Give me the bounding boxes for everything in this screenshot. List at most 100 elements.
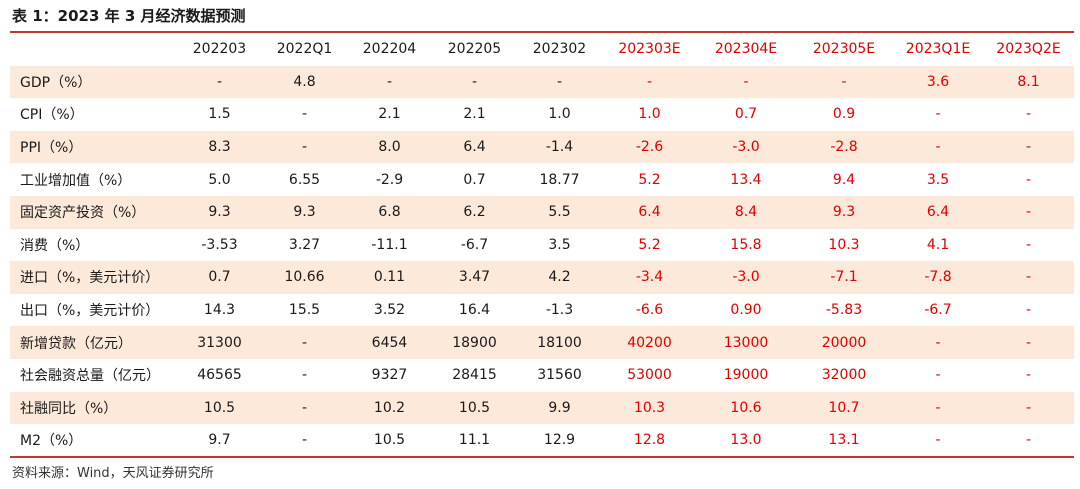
table-row: M2（%） 9.7 - 10.5 11.1 12.9 12.8 13.0 13.1 - -: [10, 424, 1074, 457]
row-label: CPI（%）: [20, 107, 84, 124]
bottom-rule: [10, 456, 1074, 458]
header-cell-forecast: 202303E: [618, 41, 681, 58]
value-cell: 10.5: [432, 391, 517, 425]
value-cell: 6.55: [288, 171, 321, 188]
value-cell: 9.3: [262, 195, 347, 229]
value-cell: 5.0: [208, 171, 231, 188]
value-cell: 3.47: [432, 261, 517, 294]
value-cell: -1.4: [517, 130, 602, 164]
forecast-cell: -6.6: [635, 302, 664, 319]
forecast-cell: 19000: [723, 367, 769, 384]
forecast-cell: -: [983, 195, 1074, 229]
forecast-cell: 0.7: [734, 106, 758, 123]
forecast-cell: 0.9: [832, 106, 856, 123]
value-cell: -: [301, 432, 308, 449]
forecast-cell: 3.6: [893, 65, 983, 99]
forecast-cell: -7.8: [893, 261, 983, 294]
value-cell: -: [432, 65, 517, 99]
forecast-cell: 8.4: [697, 195, 795, 229]
forecast-cell: -2.6: [602, 130, 697, 164]
forecast-cell: -: [983, 326, 1074, 359]
table-row: CPI（%） 1.5 - 2.1 2.1 1.0 1.0 0.7 0.9 - -: [10, 98, 1074, 131]
forecast-cell: 13.1: [828, 432, 860, 449]
value-cell: 3.5: [548, 236, 571, 253]
forecast-cell: -: [697, 65, 795, 99]
forecast-cell: -2.8: [795, 130, 893, 164]
forecast-cell: 12.8: [633, 432, 666, 449]
forecast-cell: 32000: [821, 367, 867, 384]
row-label: 社融同比（%）: [10, 391, 177, 425]
forecast-cell: -: [983, 391, 1074, 425]
value-cell: 14.3: [203, 302, 236, 319]
value-cell: 1.5: [208, 106, 231, 123]
value-cell: -3.53: [201, 236, 238, 253]
forecast-cell: -: [893, 130, 983, 164]
row-label: PPI（%）: [10, 130, 177, 164]
forecast-cell: 10.6: [697, 391, 795, 425]
economic-data-table: 202203 2022Q1 202204 202205 202302 20230…: [10, 33, 1074, 457]
forecast-cell: -: [1025, 432, 1032, 449]
value-cell: 10.5: [177, 391, 262, 425]
forecast-cell: -: [935, 106, 941, 123]
value-cell: 9.7: [208, 432, 231, 449]
value-cell: 18.77: [539, 171, 580, 188]
value-cell: -: [262, 130, 347, 164]
value-cell: 31300: [177, 326, 262, 359]
forecast-cell: -3.0: [697, 130, 795, 164]
forecast-cell: 8.1: [983, 65, 1074, 99]
row-label: 社会融资总量（亿元）: [20, 368, 160, 385]
row-label: 固定资产投资（%）: [10, 195, 177, 229]
forecast-cell: 10.7: [795, 391, 893, 425]
value-cell: 0.7: [177, 261, 262, 294]
forecast-cell: -: [1025, 171, 1032, 188]
forecast-cell: -: [935, 432, 941, 449]
table-row: 固定资产投资（%） 9.3 9.3 6.8 6.2 5.5 6.4 8.4 9.3 6.4-: [10, 195, 1074, 229]
value-cell: -1.3: [545, 302, 574, 319]
forecast-cell: -: [935, 367, 941, 384]
forecast-cell: 9.4: [832, 171, 856, 188]
value-cell: 6.8: [347, 195, 432, 229]
value-cell: 15.5: [288, 302, 321, 319]
value-cell: 8.0: [347, 130, 432, 164]
table-row: 社融同比（%） 10.5-10.2 10.5 9.9 10.3 10.6 10.7- -: [10, 391, 1074, 425]
value-cell: 5.5: [517, 195, 602, 229]
table-row: 进口（%，美元计价） 0.7 10.66 0.11 3.47 4.2 -3.4 -3.0 -7.…: [10, 261, 1074, 294]
value-cell: 8.3: [177, 130, 262, 164]
forecast-cell: -7.1: [795, 261, 893, 294]
forecast-cell: -: [795, 65, 893, 99]
forecast-cell: -3.0: [697, 261, 795, 294]
forecast-cell: 4.1: [926, 236, 950, 253]
value-cell: 31560: [537, 367, 582, 384]
value-cell: -: [262, 391, 347, 425]
forecast-cell: -: [893, 391, 983, 425]
header-cell-forecast: 202304E: [714, 41, 778, 58]
value-cell: 10.5: [373, 432, 406, 449]
value-cell: -2.9: [375, 171, 404, 188]
forecast-cell: 15.8: [730, 236, 762, 253]
forecast-cell: 13000: [697, 326, 795, 359]
header-row: 202203 2022Q1 202204 202205 202302 20230…: [10, 33, 1074, 66]
header-cell: 202204: [362, 41, 417, 58]
header-cell-forecast: 2023Q1E: [905, 41, 971, 58]
forecast-cell: 6.4: [893, 195, 983, 229]
forecast-cell: 1.0: [638, 106, 661, 123]
header-cell-forecast: 2023Q2E: [996, 41, 1061, 58]
header-cell-forecast: 202305E: [812, 41, 876, 58]
table-body: GDP（%） -4.8- - - - - -3.6 8.1 CPI（%） 1.5-2.1 2.1 1.…: [10, 65, 1074, 457]
forecast-cell: -: [1025, 236, 1032, 253]
header-cell: 202203: [192, 41, 247, 58]
value-cell: 3.27: [288, 236, 321, 253]
forecast-cell: -3.4: [602, 261, 697, 294]
forecast-cell: 5.2: [638, 171, 661, 188]
forecast-cell: 10.3: [828, 236, 860, 253]
value-cell: 9.3: [177, 195, 262, 229]
forecast-cell: 13.0: [730, 432, 762, 449]
value-cell: -: [347, 65, 432, 99]
value-cell: 11.1: [458, 432, 491, 449]
value-cell: 4.2: [517, 261, 602, 294]
table-row: 消费（%） -3.53 3.27 -11.1 -6.7 3.5 5.2 15.8 10.3 4.1…: [10, 229, 1074, 262]
value-cell: 6454: [347, 326, 432, 359]
forecast-cell: 40200: [602, 326, 697, 359]
row-label: 新增贷款（亿元）: [10, 326, 177, 359]
forecast-cell: -: [983, 261, 1074, 294]
